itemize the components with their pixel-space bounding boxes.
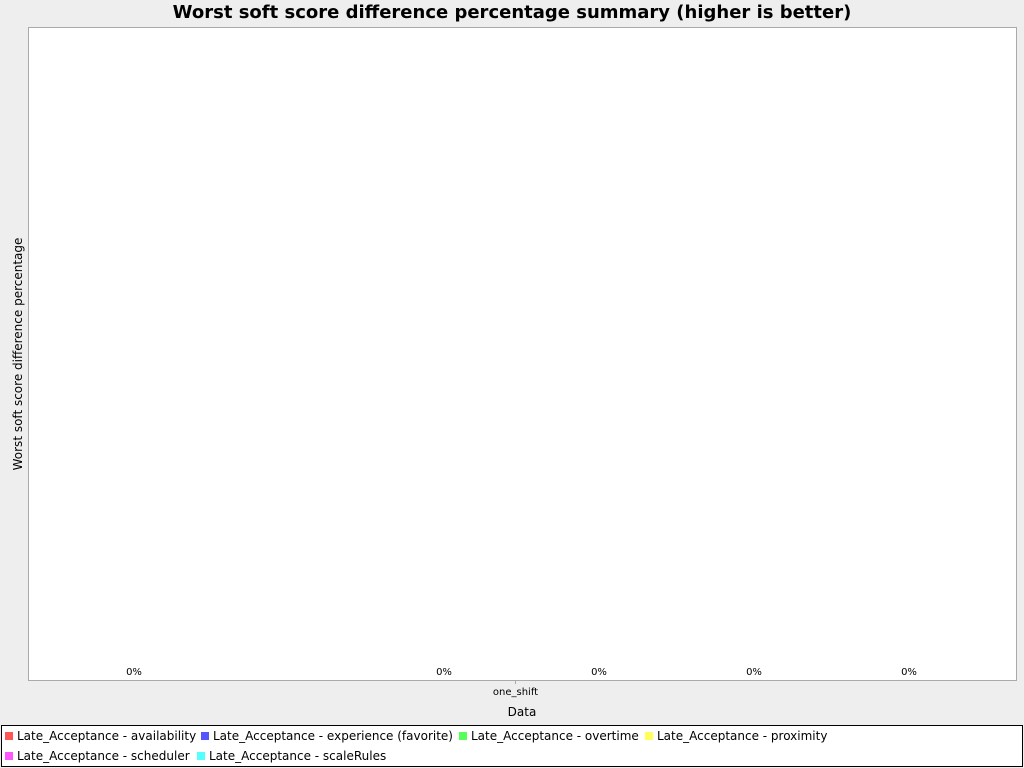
legend-swatch xyxy=(5,752,13,760)
x-axis-label: Data xyxy=(508,705,537,719)
legend-items: Late_Acceptance - availability Late_Accep… xyxy=(5,729,827,763)
legend-label: Late_Acceptance - scheduler xyxy=(17,749,190,763)
plot-area xyxy=(28,27,1017,681)
legend xyxy=(1,725,1023,767)
legend-label: Late_Acceptance - availability xyxy=(17,729,196,743)
legend-label: Late_Acceptance - overtime xyxy=(471,729,639,743)
legend-swatch xyxy=(197,752,205,760)
legend-swatch xyxy=(201,732,209,740)
data-label: 0% xyxy=(901,667,917,678)
legend-swatch xyxy=(459,732,467,740)
x-tick-label: one_shift xyxy=(493,687,538,698)
data-label: 0% xyxy=(436,667,452,678)
legend-swatch xyxy=(645,732,653,740)
chart-title: Worst soft score difference percentage s… xyxy=(173,2,852,23)
data-label: 0% xyxy=(591,667,607,678)
data-label: 0% xyxy=(126,667,142,678)
data-label: 0% xyxy=(746,667,762,678)
legend-swatch xyxy=(5,732,13,740)
y-axis-label: Worst soft score difference percentage xyxy=(11,238,25,471)
legend-label: Late_Acceptance - scaleRules xyxy=(209,749,386,763)
legend-label: Late_Acceptance - proximity xyxy=(657,729,827,743)
data-labels: 0% 0% 0% 0% 0% xyxy=(126,667,917,678)
legend-label: Late_Acceptance - experience (favorite) xyxy=(213,729,453,743)
x-axis-ticks: one_shift xyxy=(493,680,538,698)
